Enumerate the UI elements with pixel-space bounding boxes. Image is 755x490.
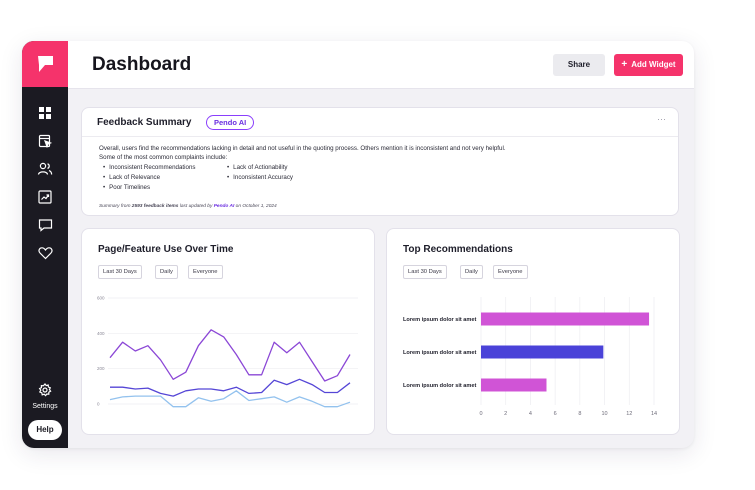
y-tick-label: 200 bbox=[97, 366, 105, 371]
series-line bbox=[109, 329, 351, 382]
feedback-summary-title: Feedback Summary bbox=[97, 117, 192, 128]
category-label: Lorem ipsum dolor sit amet bbox=[403, 317, 476, 323]
bar[interactable] bbox=[481, 345, 604, 359]
footer-middle: last updated by bbox=[179, 204, 213, 209]
top-recommendations-title: Top Recommendations bbox=[403, 244, 513, 255]
date-range-filter[interactable]: Last 30 Days bbox=[403, 265, 447, 279]
series-line bbox=[110, 378, 351, 397]
summary-sentence: Overall, users find the recommendations … bbox=[99, 145, 506, 152]
bar[interactable] bbox=[481, 378, 547, 392]
complaint-item: Lack of Relevance bbox=[103, 174, 160, 181]
help-button[interactable]: Help bbox=[28, 420, 62, 440]
segment-filter[interactable]: Everyone bbox=[188, 265, 223, 279]
add-widget-label: Add Widget bbox=[631, 60, 676, 69]
footer-date: on October 1, 2024 bbox=[235, 204, 277, 209]
logo[interactable] bbox=[22, 41, 68, 87]
heart-icon[interactable] bbox=[33, 241, 57, 265]
feedback-summary-card: Feedback Summary Pendo AI ··· Overall, u… bbox=[81, 107, 679, 216]
y-tick-label: 600 bbox=[97, 296, 105, 301]
share-button[interactable]: Share bbox=[553, 54, 605, 76]
bar-chart: 0 2 4 6 8 10 12 14 Lorem ipsum dolor sit amet Lor… bbox=[403, 297, 657, 417]
chat-icon[interactable] bbox=[33, 213, 57, 237]
grid-icon[interactable] bbox=[33, 101, 57, 125]
complaint-item: Inconsistent Recommendations bbox=[103, 164, 195, 171]
app-window: Settings Help Dashboard Share + Add Widge… bbox=[22, 41, 694, 448]
report-icon[interactable] bbox=[33, 129, 57, 153]
x-tick-label: 2 bbox=[504, 411, 507, 417]
feature-use-card: Page/Feature Use Over Time Last 30 Days … bbox=[81, 228, 375, 435]
feedback-summary-text: Overall, users find the recommendations … bbox=[99, 144, 506, 162]
x-tick-label: 10 bbox=[602, 411, 608, 417]
category-label: Lorem ipsum dolor sit amet bbox=[403, 383, 476, 389]
interval-filter[interactable]: Daily bbox=[155, 265, 178, 279]
feature-use-title: Page/Feature Use Over Time bbox=[98, 244, 234, 255]
feedback-count[interactable]: 2593 feedback items bbox=[131, 204, 179, 209]
bar[interactable] bbox=[481, 312, 650, 326]
gear-icon bbox=[38, 383, 52, 397]
sidebar: Settings Help bbox=[22, 41, 68, 448]
users-icon[interactable] bbox=[33, 157, 57, 181]
divider bbox=[82, 136, 678, 137]
x-tick-label: 6 bbox=[554, 411, 557, 417]
category-label: Lorem ipsum dolor sit amet bbox=[403, 350, 476, 356]
footer-prefix: Summary from bbox=[99, 204, 131, 209]
trend-icon[interactable] bbox=[33, 185, 57, 209]
footer-ai-link[interactable]: Pendo AI bbox=[213, 204, 235, 209]
x-tick-label: 12 bbox=[626, 411, 632, 417]
plus-icon: + bbox=[621, 59, 628, 70]
date-range-filter[interactable]: Last 30 Days bbox=[98, 265, 142, 279]
complaint-item: Inconsistent Accuracy bbox=[227, 174, 293, 181]
more-options-icon[interactable]: ··· bbox=[657, 114, 666, 124]
x-tick-label: 0 bbox=[479, 411, 482, 417]
y-tick-label: 400 bbox=[97, 331, 105, 336]
settings-button[interactable]: Settings bbox=[22, 383, 68, 410]
segment-filter[interactable]: Everyone bbox=[493, 265, 528, 279]
settings-label: Settings bbox=[32, 403, 58, 410]
summary-footer: Summary from 2593 feedback items last up… bbox=[99, 204, 277, 209]
add-widget-button[interactable]: + Add Widget bbox=[614, 54, 683, 76]
series-line bbox=[109, 390, 351, 408]
page-title: Dashboard bbox=[92, 54, 192, 75]
x-tick-label: 14 bbox=[651, 411, 657, 417]
pendo-ai-badge[interactable]: Pendo AI bbox=[206, 115, 255, 130]
top-recommendations-card: Top Recommendations Last 30 Days Daily E… bbox=[386, 228, 680, 435]
x-tick-label: 4 bbox=[529, 411, 532, 417]
header: Dashboard Share + Add Widget bbox=[68, 41, 694, 89]
y-tick-label: 0 bbox=[97, 402, 100, 407]
complaint-item: Lack of Actionability bbox=[227, 164, 287, 171]
complaint-item: Poor Timelines bbox=[103, 184, 150, 191]
x-tick-label: 8 bbox=[578, 411, 581, 417]
line-chart: 0 200 400 600 bbox=[97, 296, 358, 408]
complaints-intro: Some of the most common complaints inclu… bbox=[99, 154, 228, 161]
pendo-logo-icon bbox=[38, 56, 53, 72]
interval-filter[interactable]: Daily bbox=[460, 265, 483, 279]
